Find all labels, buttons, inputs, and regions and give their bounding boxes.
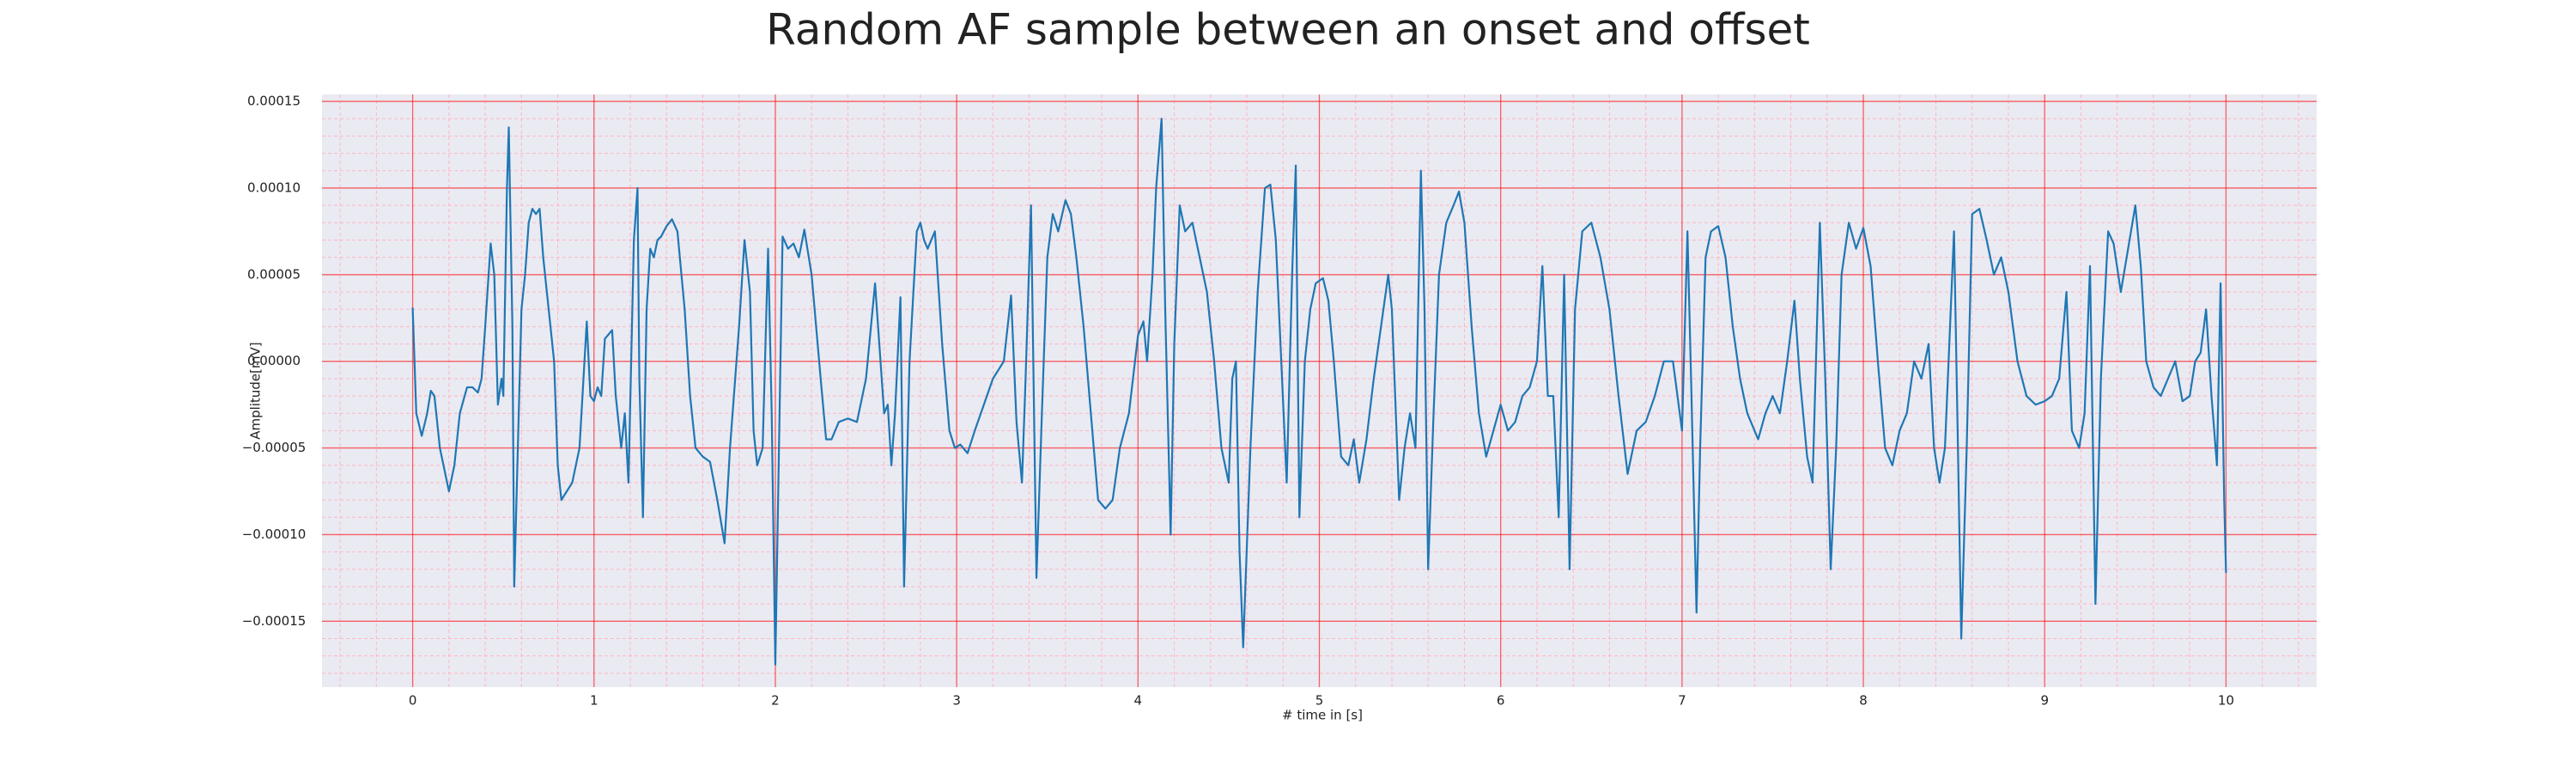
y-tick-label: −0.00005 — [242, 440, 307, 455]
x-tick-label: 4 — [1134, 693, 1143, 709]
y-tick-label: −0.00015 — [242, 613, 307, 629]
y-tick-label: 0.00015 — [247, 94, 301, 109]
x-axis-label: # time in [s] — [1282, 708, 1363, 723]
x-tick-label: 1 — [590, 693, 598, 709]
x-tick-label: 7 — [1678, 693, 1686, 709]
x-tick-label: 0 — [409, 693, 417, 709]
x-tick-label: 3 — [952, 693, 961, 709]
y-tick-label: 0.00000 — [247, 353, 301, 368]
y-tick-label: 0.00005 — [247, 266, 301, 282]
x-tick-label: 6 — [1497, 693, 1505, 709]
x-tick-label: 10 — [2218, 693, 2234, 709]
x-tick-label: 9 — [2040, 693, 2049, 709]
y-tick-label: 0.00010 — [247, 180, 301, 195]
x-tick-label: 8 — [1859, 693, 1868, 709]
signal-line — [411, 118, 2227, 666]
x-tick-label: 2 — [771, 693, 780, 709]
y-tick-label: −0.00010 — [242, 526, 307, 542]
chart-title: Random AF sample between an onset and of… — [766, 5, 1810, 55]
x-tick-label: 5 — [1315, 693, 1324, 709]
y-axis-label: Amplitude[mV] — [248, 342, 264, 439]
